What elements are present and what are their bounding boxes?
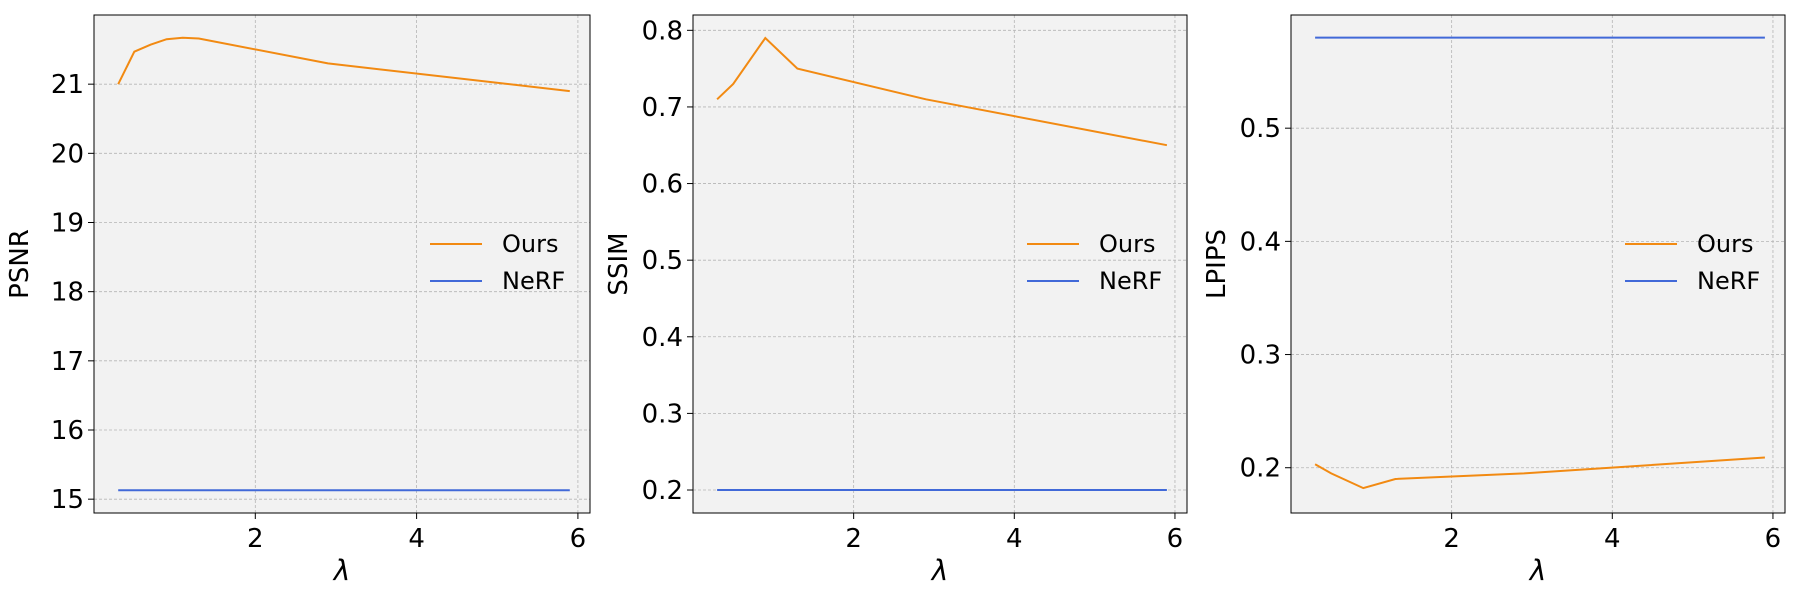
legend-label-nerf: NeRF [1099, 267, 1162, 295]
y-tick-label: 19 [51, 209, 84, 239]
y-tick-label: 16 [51, 416, 84, 446]
series-line-ours [1314, 456, 1765, 490]
legend: Ours NeRF [1625, 230, 1760, 295]
y-tick-label: 0.5 [1240, 114, 1281, 144]
x-axis-label: λ [332, 554, 351, 587]
x-tick-label: 4 [1006, 524, 1023, 554]
y-tick-label: 0.3 [1240, 341, 1281, 371]
legend-label-ours: Ours [502, 230, 558, 258]
legend: Ours NeRF [1027, 230, 1162, 295]
x-tick-label: 2 [247, 524, 264, 554]
y-tick-label: 17 [51, 347, 84, 377]
y-tick-label: 0.7 [642, 93, 683, 123]
x-axis-label: λ [1528, 554, 1547, 587]
y-tick-label: 0.2 [642, 476, 683, 506]
legend-label-ours: Ours [1697, 230, 1753, 258]
x-tick-label: 2 [845, 524, 862, 554]
y-axis-label: SSIM [604, 232, 634, 295]
series-line-ours [716, 36, 1168, 147]
x-tick-label: 6 [570, 524, 587, 554]
axes-frame [692, 14, 1188, 514]
y-tick-label: 0.6 [642, 170, 683, 200]
plot-area [94, 15, 590, 513]
axes-frame [93, 14, 591, 514]
y-tick-label: 0.2 [1240, 454, 1281, 484]
x-tick-label: 6 [1765, 524, 1782, 554]
x-tick-label: 6 [1167, 524, 1184, 554]
x-tick-label: 2 [1443, 524, 1460, 554]
legend: Ours NeRF [430, 230, 565, 295]
y-tick-label: 0.8 [642, 16, 683, 46]
y-tick-label: 0.4 [1240, 227, 1281, 257]
legend-label-nerf: NeRF [502, 267, 565, 295]
x-tick-label: 4 [408, 524, 425, 554]
plot-area [1291, 15, 1785, 513]
y-tick-label: 0.3 [642, 399, 683, 429]
y-tick-label: 18 [51, 278, 84, 308]
y-tick-label: 21 [51, 70, 84, 100]
legend-label-ours: Ours [1099, 230, 1155, 258]
chart-panel-lpips: 2 4 6 0.2 0.3 0.4 0.5 λ LPIPS Ours NeRF [1202, 14, 1786, 587]
chart-panel-ssim: 2 4 6 0.2 0.3 0.4 0.5 0.6 0.7 0.8 λ SSIM Ours NeRF [604, 14, 1188, 587]
x-tick-label: 4 [1604, 524, 1621, 554]
y-tick-label: 15 [51, 485, 84, 515]
y-tick-label: 0.5 [642, 246, 683, 276]
chart-panel-psnr: 2 4 6 15 16 17 18 19 20 21 λ PSNR Ours NeRF [5, 14, 591, 587]
plot-area [693, 15, 1187, 513]
axes-frame [1290, 14, 1786, 514]
y-axis-label: LPIPS [1202, 229, 1232, 299]
y-tick-label: 0.4 [642, 323, 683, 353]
x-axis-label: λ [930, 554, 949, 587]
legend-label-nerf: NeRF [1697, 267, 1760, 295]
series-line-ours [117, 36, 570, 93]
y-tick-label: 20 [51, 139, 84, 169]
y-axis-label: PSNR [5, 229, 35, 299]
